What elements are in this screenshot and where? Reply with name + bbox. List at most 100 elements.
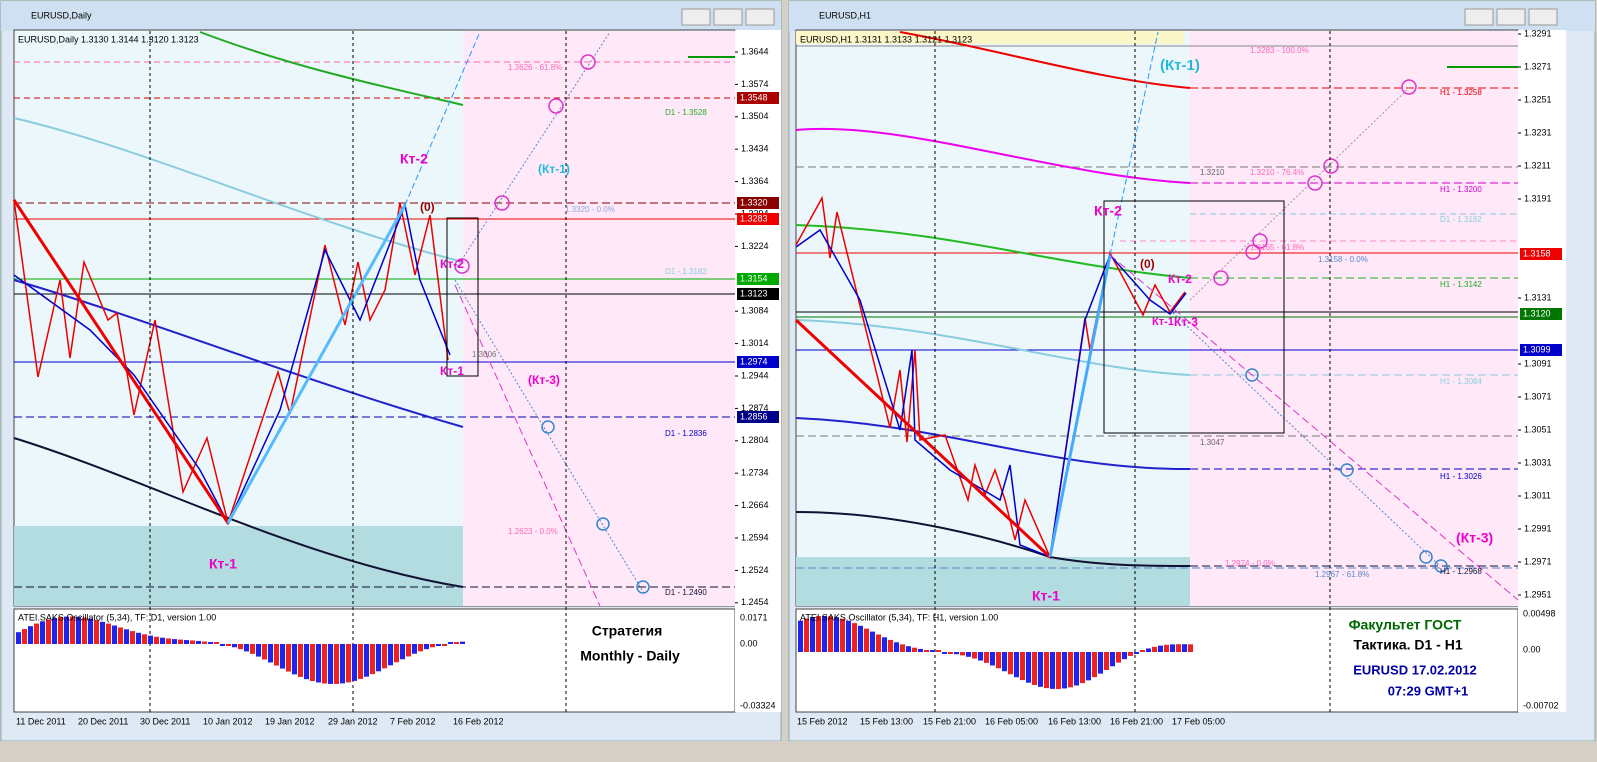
osc-bar [340,644,345,684]
level-label: H1 - 1.3142 [1440,280,1482,289]
price-box [737,273,779,285]
osc-bar [810,617,815,652]
osc-bar [1104,652,1109,670]
minimize[interactable] [681,8,711,26]
osc-bar [846,620,851,652]
osc-bar [990,652,995,666]
osc-bar [304,644,309,680]
osc-bar [148,635,153,644]
osc-bar [214,642,219,644]
osc-bar [322,644,327,684]
osc-bar [1098,652,1103,674]
price-label: 1.3191 [1524,193,1552,203]
level-label: 1.3210 [1200,168,1225,177]
annotation: Кт-2 [1168,272,1192,286]
level-label: 1.3210 - 76.4% [1250,168,1304,177]
osc-bar [328,644,333,684]
osc-bar [310,644,315,682]
annotation: (Кт-1) [538,162,570,176]
level-label: H1 - 1.3084 [1440,377,1482,386]
osc-bar [70,616,75,644]
osc-bar [840,618,845,652]
osc-bar [370,644,375,675]
osc-bar [894,642,899,652]
price-label: 1.3271 [1524,61,1552,71]
osc-bar [1128,652,1133,656]
oscillator-axis-label: 0.0171 [740,612,768,622]
osc-bar [142,634,147,644]
osc-bar [1164,644,1169,652]
osc-bar [1158,645,1163,652]
osc-bar [394,644,399,663]
title-bar [789,1,1595,31]
time-label: 16 Feb 2012 [453,716,504,726]
level-label: D1 - 1.2836 [665,429,707,438]
osc-bar [76,616,81,644]
level-label: D1 - 1.3182 [1440,215,1482,224]
oscillator-axis-label: 0.00 [740,638,758,648]
future-zone [463,31,735,606]
level-label: 1.3047 [1200,438,1225,447]
osc-bar [1080,652,1085,684]
osc-bar [118,627,123,644]
osc-bar [208,642,213,644]
level-label: 1.3320 - 0.0% [565,205,615,214]
level-label: D1 - 1.3528 [665,108,707,117]
price-scale [1518,30,1566,712]
osc-bar [1116,652,1121,663]
osc-bar [106,623,111,644]
osc-bar [858,625,863,652]
osc-bar [870,631,875,652]
osc-bar [1074,652,1079,686]
zone [14,526,463,606]
osc-bar [804,618,809,652]
osc-bar [82,617,87,644]
osc-bar [1032,652,1037,685]
close[interactable] [745,8,775,26]
osc-bar [238,644,243,650]
osc-bar [196,640,201,644]
osc-bar [454,642,459,644]
note: Факультет ГОСТ [1349,617,1462,633]
price-box [737,411,779,423]
annotation: Кт-1 [209,556,237,572]
price-label: 1.2734 [741,468,769,478]
osc-bar [1050,652,1055,689]
osc-bar [406,644,411,657]
osc-bar [924,649,929,652]
osc-bar [972,652,977,659]
future-zone [1190,31,1518,606]
level-label: 1.3626 - 61.8% [508,63,562,72]
price-label: 1.3251 [1524,94,1552,104]
osc-bar [1152,646,1157,652]
osc-bar [274,644,279,666]
maximize[interactable] [1496,8,1526,26]
osc-bar [888,639,893,652]
osc-bar [220,644,225,646]
window-title: EURUSD,Daily [31,10,92,20]
osc-bar [40,621,45,644]
level-label: D1 - 1.2490 [665,588,707,597]
close[interactable] [1528,8,1558,26]
osc-bar [942,652,947,654]
osc-bar [996,652,1001,669]
osc-bar [382,644,387,669]
osc-bar [64,616,69,644]
time-label: 30 Dec 2011 [140,716,190,726]
price-label: 1.3011 [1524,490,1551,500]
osc-bar [400,644,405,660]
price-label: 1.2664 [741,500,769,510]
price-label: 1.2951 [1524,589,1552,599]
osc-bar [828,616,833,652]
price-label: 1.2874 [741,403,769,413]
osc-bar [424,644,429,650]
osc-bar [58,617,63,644]
price-label: 1.3014 [741,338,769,348]
osc-bar [448,642,453,644]
osc-bar [232,644,237,648]
osc-bar [912,647,917,652]
maximize[interactable] [713,8,743,26]
minimize[interactable] [1464,8,1494,26]
time-label: 10 Jan 2012 [203,716,253,726]
